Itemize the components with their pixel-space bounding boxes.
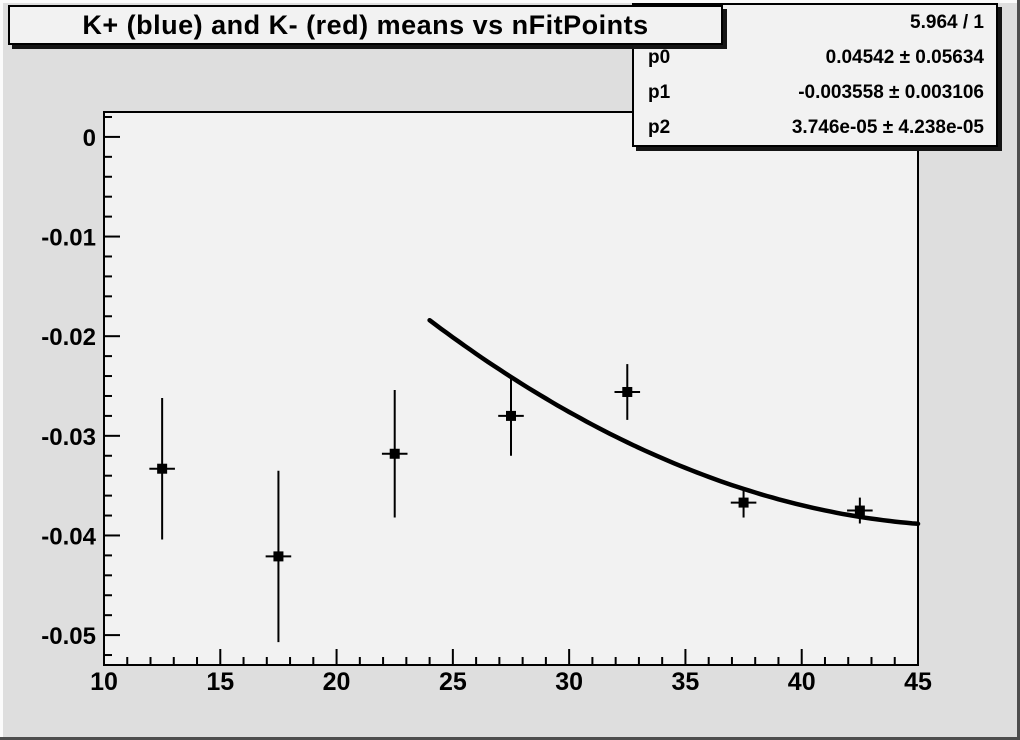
- stats-row-p2: p2 3.746e-05 ± 4.238e-05: [634, 110, 996, 145]
- x-tick-label: 30: [555, 668, 583, 696]
- title-box: K+ (blue) and K- (red) means vs nFitPoin…: [8, 5, 723, 45]
- x-tick-label: 40: [788, 668, 816, 696]
- x-tick-label: 25: [439, 668, 467, 696]
- data-point-marker: [157, 463, 168, 474]
- data-point-marker: [506, 410, 516, 421]
- data-point-marker: [389, 448, 400, 459]
- param-p2-value: 3.746e-05 ± 4.238e-05: [791, 116, 984, 138]
- chi2-value: 5.964 / 1: [910, 11, 984, 33]
- y-tick-label: -0.05: [41, 623, 96, 650]
- x-tick-label: 35: [672, 668, 700, 696]
- data-point-marker: [854, 505, 865, 516]
- param-p0-value: 0.04542 ± 0.05634: [825, 46, 984, 68]
- y-tick-label: -0.04: [41, 523, 96, 550]
- y-tick-label: -0.02: [41, 324, 96, 351]
- param-p1-label: p1: [648, 81, 671, 103]
- param-p1-value: -0.003558 ± 0.003106: [798, 81, 984, 103]
- y-tick-label: -0.03: [41, 424, 96, 451]
- x-tick-label: 45: [904, 668, 932, 696]
- x-tick-label: 15: [206, 668, 234, 696]
- x-tick-label: 20: [323, 668, 351, 696]
- data-point-marker: [273, 551, 284, 562]
- param-p0-label: p0: [648, 46, 671, 68]
- data-point-marker: [622, 386, 633, 397]
- data-point-marker: [738, 497, 749, 508]
- stats-row-p1: p1 -0.003558 ± 0.003106: [634, 75, 996, 110]
- stats-row-p0: p0 0.04542 ± 0.05634: [634, 40, 996, 75]
- param-p2-label: p2: [648, 116, 671, 138]
- stats-row-chi2: 5.964 / 1: [634, 5, 996, 40]
- y-tick-label: -0.01: [41, 225, 96, 252]
- x-tick-label: 10: [90, 668, 118, 696]
- plot-title: K+ (blue) and K- (red) means vs nFitPoin…: [82, 9, 649, 40]
- y-tick-label: 0: [83, 125, 96, 152]
